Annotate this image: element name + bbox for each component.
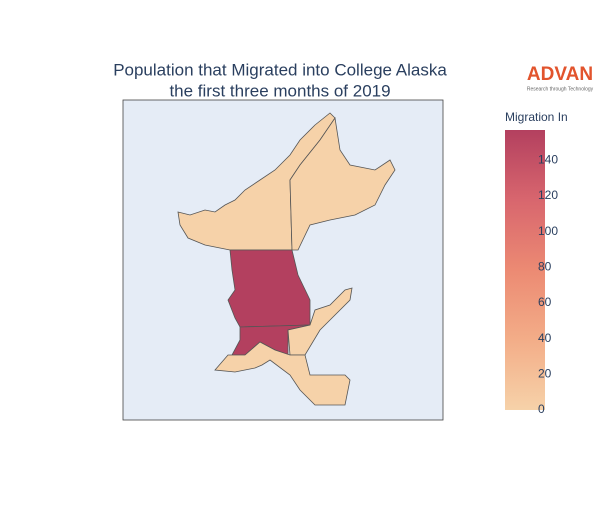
colorbar-tick-label: 40: [538, 331, 552, 345]
colorbar: [505, 130, 545, 410]
colorbar-tick-label: 140: [538, 152, 558, 166]
region: [289, 116, 396, 251]
colorbar-tick-label: 60: [538, 295, 552, 309]
logo: ADVAN: [527, 64, 593, 85]
colorbar-title: Migration In: [505, 110, 568, 124]
chart-subtitle: the first three months of 2019: [169, 81, 390, 100]
colorbar-tick-label: 20: [538, 367, 552, 381]
colorbar-tick-label: 120: [538, 188, 558, 202]
colorbar-tick-label: 100: [538, 224, 558, 238]
region: [177, 112, 336, 251]
logo-tagline: Research through Technology: [527, 86, 594, 92]
regions: [177, 112, 396, 406]
region: [214, 341, 351, 406]
colorbar-tick-label: 80: [538, 259, 552, 273]
colorbar-tick-label: 0: [538, 402, 545, 416]
chart-title: Population that Migrated into College Al…: [113, 60, 447, 79]
